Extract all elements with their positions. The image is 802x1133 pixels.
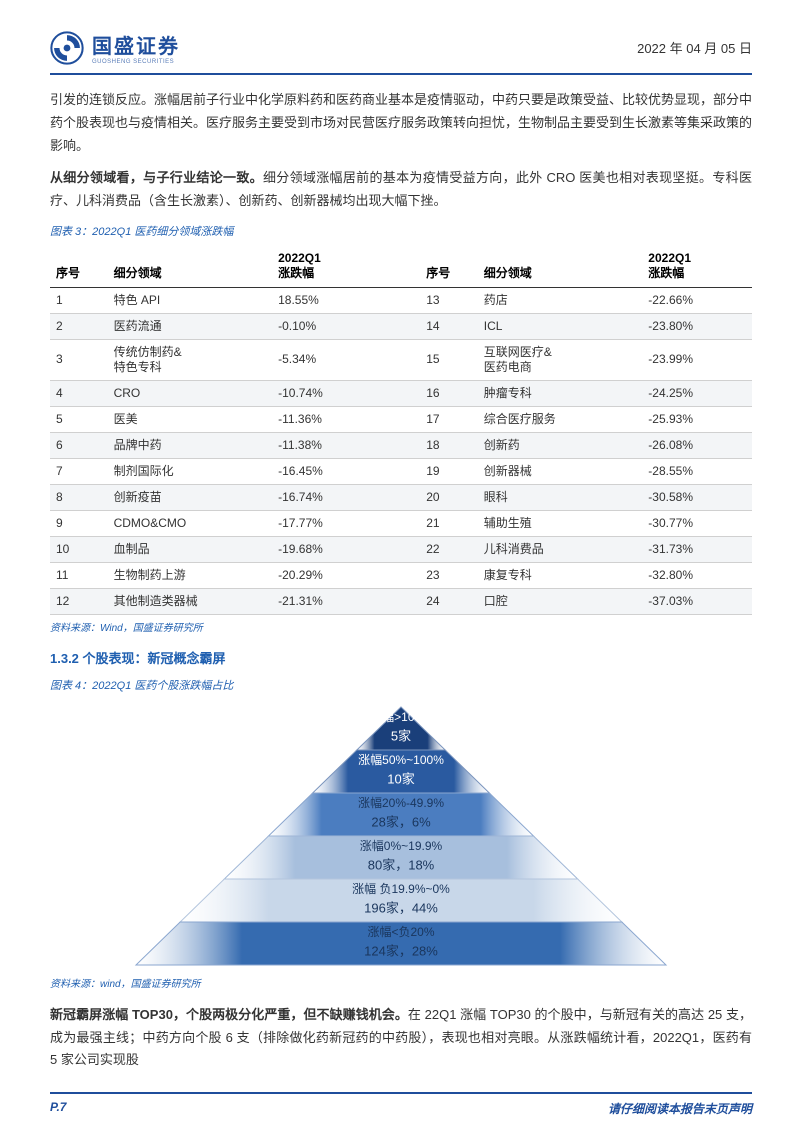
svg-text:196家，44%: 196家，44% [364, 900, 438, 915]
table-row: 11生物制药上游-20.29%23康复专科-32.80% [50, 562, 752, 588]
svg-text:涨幅 负19.9%~0%: 涨幅 负19.9%~0% [352, 881, 450, 896]
table-row: 5医美-11.36%17综合医疗服务-25.93% [50, 406, 752, 432]
table-row: 9CDMO&CMO-17.77%21辅助生殖-30.77% [50, 510, 752, 536]
header-date: 2022 年 04 月 05 日 [637, 38, 752, 57]
table-row: 4CRO-10.74%16肿瘤专科-24.25% [50, 380, 752, 406]
table-row: 1特色 API18.55%13药店-22.66% [50, 287, 752, 313]
th-name-r: 细分领域 [478, 245, 643, 288]
th-idx-r: 序号 [420, 245, 478, 288]
paragraph-3-bold: 新冠霸屏涨幅 TOP30，个股两极分化严重，但不缺赚钱机会。 [50, 1007, 408, 1022]
footer-disclaimer: 请仔细阅读本报告末页声明 [608, 1100, 752, 1117]
table-3: 序号 细分领域 2022Q1 涨跌幅 序号 细分领域 2022Q1 涨跌幅 1特… [50, 245, 752, 615]
th-val-l: 2022Q1 涨跌幅 [272, 245, 382, 288]
page-number: P.7 [50, 1100, 66, 1117]
svg-text:涨幅0%~19.9%: 涨幅0%~19.9% [360, 838, 443, 853]
svg-text:28家，6%: 28家，6% [371, 814, 431, 829]
svg-text:涨幅>100%: 涨幅>100% [370, 709, 432, 724]
table-row: 3传统仿制药& 特色专科-5.34%15互联网医疗& 医药电商-23.99% [50, 339, 752, 380]
svg-text:涨幅<负20%: 涨幅<负20% [367, 924, 434, 939]
pyramid-chart: 涨幅>100% 5家涨幅50%~100% 10家涨幅20%-49.9% 28家，6% 涨… [50, 701, 752, 971]
logo-text-main: 国盛证券 [92, 30, 180, 59]
table-row: 8创新疫苗-16.74%20眼科-30.58% [50, 484, 752, 510]
th-name-l: 细分领域 [108, 245, 273, 288]
svg-text:5家: 5家 [391, 728, 411, 743]
table-row: 12其他制造类器械-21.31%24口腔-37.03% [50, 588, 752, 614]
page-footer: P.7 请仔细阅读本报告末页声明 [50, 1092, 752, 1117]
svg-text:80家，18%: 80家，18% [368, 857, 435, 872]
table-row: 7制剂国际化-16.45%19创新器械-28.55% [50, 458, 752, 484]
chart3-caption: 图表 3：2022Q1 医药细分领域涨跌幅 [50, 223, 752, 239]
chart4-source: 资料来源：wind，国盛证券研究所 [50, 975, 752, 990]
pyramid-svg: 涨幅>100% 5家涨幅50%~100% 10家涨幅20%-49.9% 28家，6% 涨… [131, 701, 671, 971]
table-row: 6品牌中药-11.38%18创新药-26.08% [50, 432, 752, 458]
section-132-title: 1.3.2 个股表现：新冠概念霸屏 [50, 648, 752, 667]
th-idx-l: 序号 [50, 245, 108, 288]
paragraph-1: 引发的连锁反应。涨幅居前子行业中化学原料药和医药商业基本是疫情驱动，中药只要是政… [50, 89, 752, 157]
table-row: 10血制品-19.68%22儿科消费品-31.73% [50, 536, 752, 562]
logo-icon [50, 31, 84, 65]
th-val-r: 2022Q1 涨跌幅 [642, 245, 752, 288]
paragraph-2-bold: 从细分领域看，与子行业结论一致。 [50, 170, 263, 185]
page-header: 国盛证券 GUOSHENG SECURITIES 2022 年 04 月 05 … [50, 30, 752, 75]
chart4-caption: 图表 4：2022Q1 医药个股涨跌幅占比 [50, 677, 752, 693]
svg-text:10家: 10家 [387, 771, 414, 786]
svg-text:124家，28%: 124家，28% [364, 943, 438, 958]
paragraph-2: 从细分领域看，与子行业结论一致。细分领域涨幅居前的基本为疫情受益方向，此外 CR… [50, 167, 752, 213]
logo: 国盛证券 GUOSHENG SECURITIES [50, 30, 180, 65]
chart3-source: 资料来源：Wind，国盛证券研究所 [50, 619, 752, 634]
table-row: 2医药流通-0.10%14ICL-23.80% [50, 313, 752, 339]
svg-text:涨幅20%-49.9%: 涨幅20%-49.9% [358, 795, 444, 810]
svg-text:涨幅50%~100%: 涨幅50%~100% [358, 752, 444, 767]
paragraph-3: 新冠霸屏涨幅 TOP30，个股两极分化严重，但不缺赚钱机会。在 22Q1 涨幅 … [50, 1004, 752, 1072]
logo-text-sub: GUOSHENG SECURITIES [92, 59, 180, 65]
